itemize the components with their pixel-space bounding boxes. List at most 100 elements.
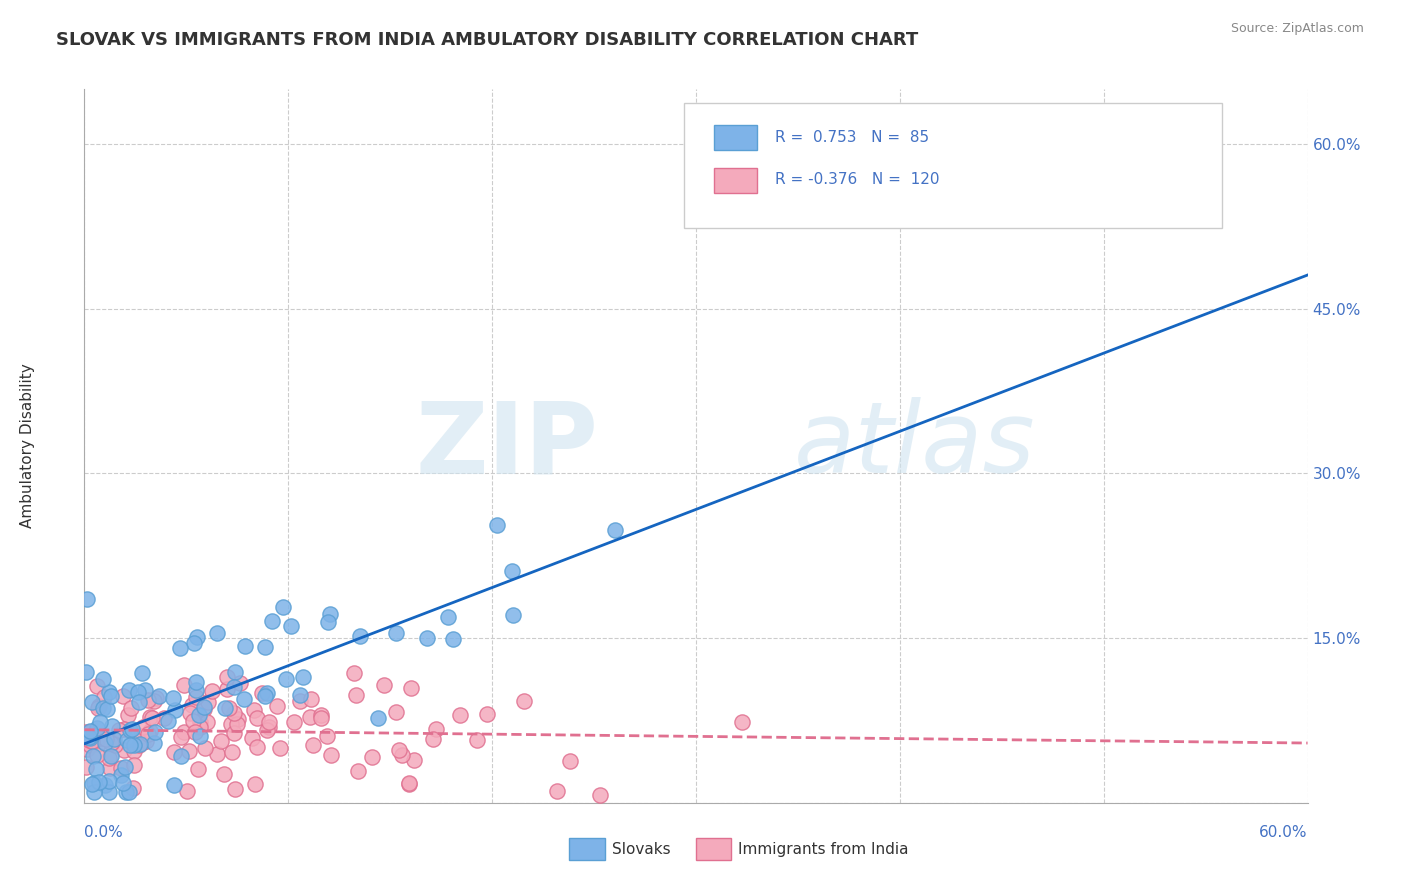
Point: [118, 738, 141, 752]
Point: [100, 736, 122, 750]
Point: [132, 735, 155, 749]
Point: [301, 738, 323, 752]
Point: [218, 700, 240, 714]
Point: [321, 748, 343, 763]
Text: atlas: atlas: [794, 398, 1035, 494]
Point: [84, 762, 107, 776]
Point: [100, 748, 122, 763]
Point: [176, 784, 198, 798]
Point: [77, 732, 100, 747]
Point: [214, 701, 236, 715]
Point: [98, 774, 121, 789]
Point: [122, 738, 145, 752]
Point: [186, 630, 208, 644]
Point: [226, 713, 249, 727]
Point: [173, 678, 195, 692]
Point: [315, 729, 337, 743]
FancyBboxPatch shape: [714, 168, 758, 193]
Point: [235, 639, 257, 653]
Point: [120, 701, 142, 715]
Point: [437, 610, 460, 624]
Point: [128, 738, 150, 752]
Point: [94, 732, 117, 747]
Point: [209, 734, 232, 748]
Point: [103, 731, 125, 746]
Point: [347, 764, 370, 778]
Point: [181, 714, 204, 729]
Point: [221, 745, 243, 759]
Point: [391, 748, 413, 763]
Point: [91, 701, 114, 715]
Point: [398, 777, 420, 791]
Point: [246, 711, 269, 725]
Point: [75, 725, 97, 739]
Point: [450, 708, 472, 723]
Point: [195, 714, 218, 729]
Point: [98, 750, 121, 764]
Point: [170, 748, 193, 763]
Point: [441, 632, 464, 646]
Text: Ambulatory Disability: Ambulatory Disability: [21, 364, 35, 528]
Point: [148, 689, 170, 703]
Point: [402, 753, 425, 767]
Point: [222, 726, 245, 740]
Point: [201, 684, 224, 698]
Point: [422, 732, 444, 747]
Point: [127, 685, 149, 699]
Point: [87, 737, 110, 751]
Point: [142, 694, 165, 708]
Point: [101, 735, 124, 749]
Text: Source: ZipAtlas.com: Source: ZipAtlas.com: [1230, 22, 1364, 36]
Point: [465, 732, 488, 747]
Point: [589, 788, 612, 802]
Point: [87, 700, 110, 714]
Point: [188, 714, 211, 729]
Point: [121, 781, 143, 796]
Point: [76, 737, 98, 751]
Point: [141, 710, 163, 724]
Text: ZIP: ZIP: [415, 398, 598, 494]
Point: [94, 778, 117, 792]
Point: [188, 729, 211, 743]
Point: [256, 723, 278, 737]
Point: [79, 731, 101, 745]
Point: [319, 607, 342, 621]
Point: [224, 706, 246, 720]
Point: [89, 714, 111, 729]
Point: [224, 782, 246, 797]
Point: [91, 672, 114, 686]
Point: [197, 695, 219, 709]
Point: [398, 775, 420, 789]
Point: [299, 710, 322, 724]
Point: [86, 747, 108, 762]
Point: [83, 785, 105, 799]
Point: [82, 748, 104, 763]
Point: [114, 760, 136, 774]
Point: [501, 564, 523, 578]
Point: [118, 683, 141, 698]
FancyBboxPatch shape: [714, 125, 758, 150]
Point: [224, 665, 246, 680]
Text: Slovaks: Slovaks: [612, 842, 671, 856]
Point: [135, 734, 157, 748]
Point: [233, 692, 256, 706]
Point: [121, 722, 143, 736]
Point: [217, 681, 239, 696]
Point: [207, 625, 229, 640]
Text: R =  0.753   N =  85: R = 0.753 N = 85: [776, 129, 929, 145]
FancyBboxPatch shape: [683, 103, 1222, 228]
Text: 0.0%: 0.0%: [84, 825, 124, 840]
Point: [86, 721, 108, 735]
Point: [100, 718, 122, 732]
Point: [344, 688, 367, 702]
Point: [388, 743, 411, 757]
Point: [254, 690, 277, 704]
Point: [269, 741, 291, 756]
Point: [156, 714, 179, 729]
Point: [132, 720, 155, 734]
Point: [343, 665, 366, 680]
Point: [224, 680, 246, 694]
Point: [153, 711, 176, 725]
Point: [110, 761, 132, 775]
Point: [115, 785, 138, 799]
